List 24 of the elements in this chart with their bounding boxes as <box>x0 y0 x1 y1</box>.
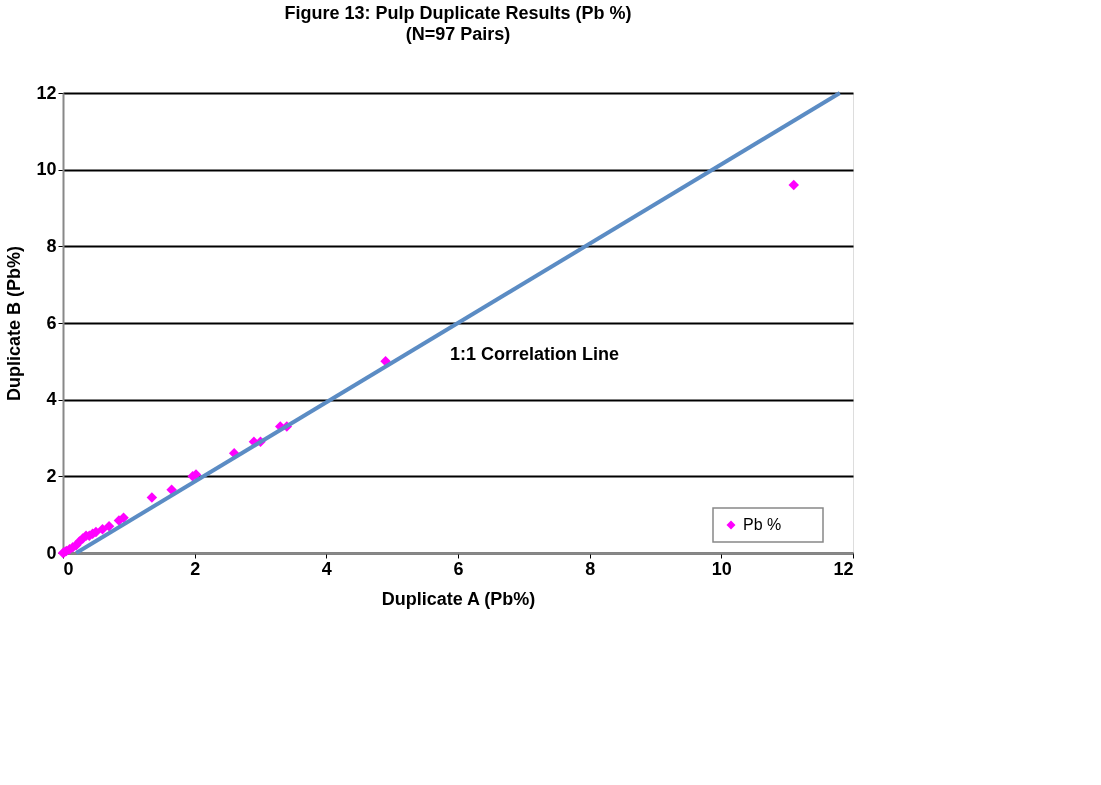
y-tick-label: 8 <box>46 235 57 256</box>
point <box>788 179 799 191</box>
x-axis-title: Duplicate A (Pb%) <box>381 588 536 609</box>
y-tick-label: 4 <box>46 389 57 410</box>
y-tick-label: 2 <box>46 465 57 486</box>
y-tick-label: 12 <box>36 82 57 103</box>
y-tick-label: 6 <box>46 312 57 333</box>
y-tick-label: 0 <box>46 542 57 563</box>
point <box>146 492 158 503</box>
x-tick-label: 8 <box>585 558 596 579</box>
point <box>103 520 115 532</box>
point <box>166 484 177 495</box>
legend-label: Pb % <box>743 516 782 533</box>
chart-title: Figure 13: Pulp Duplicate Results (Pb %) <box>284 3 632 23</box>
x-tick-label: 12 <box>833 558 854 579</box>
x-tick-label: 4 <box>321 558 332 579</box>
x-tick-label: 10 <box>711 558 732 579</box>
chart-subtitle: (N=97 Pairs) <box>405 24 511 44</box>
x-tick-label: 2 <box>190 558 201 579</box>
y-axis-title: Duplicate B (Pb%) <box>4 245 25 402</box>
y-tick-label: 10 <box>36 159 57 180</box>
annotation: 1:1 Correlation Line <box>450 344 620 364</box>
x-tick-label: 0 <box>63 558 74 579</box>
x-tick-label: 6 <box>453 558 464 579</box>
